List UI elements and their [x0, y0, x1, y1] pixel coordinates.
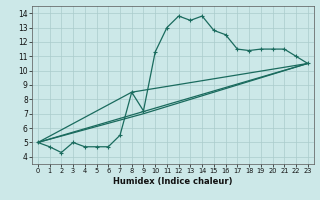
X-axis label: Humidex (Indice chaleur): Humidex (Indice chaleur) — [113, 177, 233, 186]
